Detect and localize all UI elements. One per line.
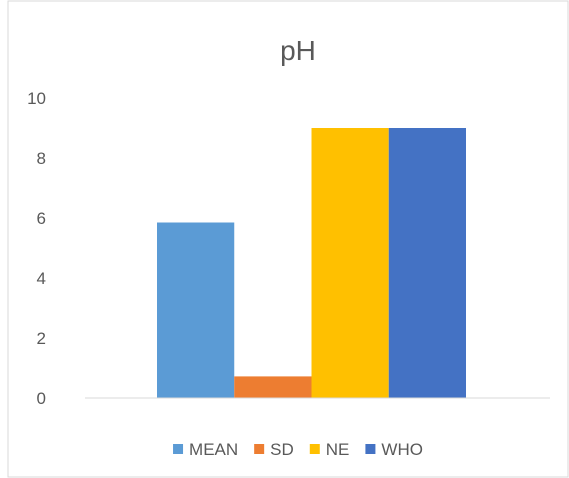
y-tick-label: 2 [37, 329, 46, 348]
legend-label-mean: MEAN [189, 440, 238, 459]
y-tick-label: 0 [37, 389, 46, 408]
bar-sd [234, 376, 312, 398]
chart-area-border [7, 0, 569, 478]
bars-group [157, 128, 466, 398]
legend-swatch-sd [254, 444, 265, 454]
y-tick-label: 8 [37, 149, 46, 168]
legend-label-sd: SD [270, 440, 294, 459]
y-tick-label: 6 [37, 209, 46, 228]
chart-title: pH [280, 35, 316, 66]
legend-swatch-ne [309, 444, 320, 454]
legend-label-ne: NE [326, 440, 350, 459]
y-tick-label: 4 [37, 269, 46, 288]
y-tick-label: 10 [27, 89, 46, 108]
legend: MEAN SD NE WHO [173, 440, 423, 459]
bar-who [388, 128, 466, 398]
legend-label-who: WHO [381, 440, 423, 459]
legend-swatch-mean [173, 444, 184, 454]
bar-mean [157, 222, 235, 398]
bar-ne [311, 128, 389, 398]
legend-swatch-who [365, 444, 376, 454]
y-axis-labels: 0 2 4 6 8 10 [27, 89, 46, 408]
